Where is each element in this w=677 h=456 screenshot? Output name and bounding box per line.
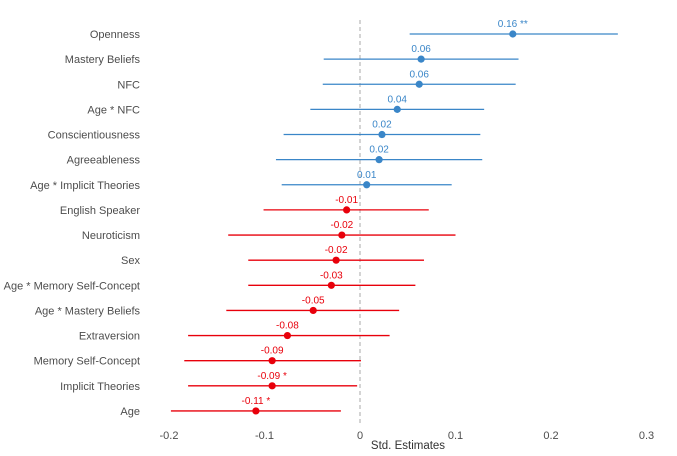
estimate-point xyxy=(268,382,276,390)
estimate-value-label: -0.08 xyxy=(276,321,299,332)
x-tick-label: 0.1 xyxy=(448,430,463,442)
term-label: Age * NFC xyxy=(87,104,140,116)
estimate-value-label: -0.03 xyxy=(320,270,343,281)
term-label: Extraversion xyxy=(79,331,140,343)
estimate-value-label: 0.06 xyxy=(409,69,429,80)
term-label: Age xyxy=(120,406,140,418)
estimate-point xyxy=(327,281,335,289)
estimate-value-label: 0.01 xyxy=(357,170,377,181)
term-row xyxy=(263,206,429,214)
estimate-point xyxy=(252,407,260,415)
estimate-value-label: 0.02 xyxy=(369,145,389,156)
estimate-value-label: -0.02 xyxy=(330,220,353,231)
estimate-point xyxy=(393,105,401,113)
term-row xyxy=(170,407,341,415)
term-label: Neuroticism xyxy=(82,230,140,242)
estimate-point xyxy=(268,357,276,365)
term-label: Memory Self-Concept xyxy=(34,356,140,368)
estimate-value-label: -0.09 * xyxy=(257,371,287,382)
term-row xyxy=(226,306,400,315)
estimate-value-label: 0.04 xyxy=(388,94,408,105)
term-label: Agreeableness xyxy=(67,155,141,167)
term-row xyxy=(283,130,481,139)
estimate-value-label: -0.02 xyxy=(325,245,348,256)
estimate-value-label: -0.09 xyxy=(261,346,284,357)
estimate-point xyxy=(332,256,340,264)
estimate-point xyxy=(283,331,292,340)
term-label: Conscientiousness xyxy=(48,130,141,142)
estimate-point xyxy=(415,80,423,88)
estimate-value-label: 0.16 ** xyxy=(498,19,528,30)
term-label: NFC xyxy=(117,79,140,91)
x-tick-label: 0.3 xyxy=(639,430,654,442)
term-row xyxy=(248,256,424,264)
estimate-point xyxy=(378,130,386,139)
term-label: Sex xyxy=(121,255,140,267)
term-row xyxy=(275,156,483,164)
estimate-point xyxy=(509,30,517,38)
term-row xyxy=(322,80,516,88)
x-axis-title: Std. Estimates xyxy=(371,440,445,452)
term-label: English Speaker xyxy=(60,205,140,217)
term-label: Age * Implicit Theories xyxy=(30,180,140,192)
estimate-value-label: 0.06 xyxy=(411,44,431,55)
estimate-value-label: -0.11 * xyxy=(242,396,271,407)
estimate-point xyxy=(338,231,346,239)
estimate-value-label: -0.05 xyxy=(302,295,325,306)
term-label: Implicit Theories xyxy=(60,381,140,393)
term-row xyxy=(228,231,456,239)
x-tick-label: 0.2 xyxy=(543,430,558,442)
term-row xyxy=(409,30,618,38)
term-label: Age * Memory Self-Concept xyxy=(4,280,140,292)
estimate-point xyxy=(417,55,425,63)
estimate-point xyxy=(363,181,371,189)
term-row xyxy=(310,105,485,113)
term-row xyxy=(184,357,361,365)
estimate-value-label: 0.02 xyxy=(372,120,392,131)
term-row xyxy=(188,382,358,390)
x-tick-label: 0 xyxy=(357,430,363,442)
term-row xyxy=(188,331,390,340)
term-row xyxy=(281,181,452,189)
term-row xyxy=(248,281,416,289)
x-tick-label: -0.1 xyxy=(255,430,274,442)
estimate-point xyxy=(343,206,351,214)
term-label: Age * Mastery Beliefs xyxy=(35,305,141,317)
estimate-point xyxy=(309,306,317,315)
estimate-point xyxy=(375,156,383,164)
term-row xyxy=(323,55,519,63)
x-tick-label: -0.2 xyxy=(160,430,179,442)
estimate-value-label: -0.01 xyxy=(335,195,358,206)
term-label: Openness xyxy=(90,29,141,41)
term-label: Mastery Beliefs xyxy=(65,54,141,66)
